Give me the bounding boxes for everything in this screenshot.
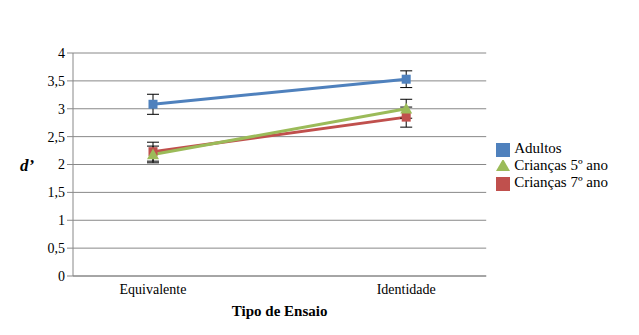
html-text:Crianças 7º ano: Crianças 7º ano xyxy=(514,174,608,190)
svg-text:2,5: 2,5 xyxy=(48,130,66,145)
svg-text:3: 3 xyxy=(58,102,65,117)
svg-text:0,5: 0,5 xyxy=(48,241,66,256)
svg-text:0: 0 xyxy=(58,269,65,284)
html-text:Crianças 5º ano: Crianças 5º ano xyxy=(514,157,608,173)
svg-text:3,5: 3,5 xyxy=(48,74,66,89)
svg-text:1: 1 xyxy=(58,213,65,228)
svg-text:Identidade: Identidade xyxy=(377,282,436,297)
svg-text:4: 4 xyxy=(58,46,65,61)
svg-text:1,5: 1,5 xyxy=(48,185,66,200)
svg-text:2: 2 xyxy=(58,157,65,172)
svg-text:Tipo de Ensaio: Tipo de Ensaio xyxy=(232,303,328,319)
svg-text:Equivalente: Equivalente xyxy=(120,282,187,297)
html-text:Adultos: Adultos xyxy=(514,140,562,156)
svg-text:d’: d’ xyxy=(20,156,35,175)
